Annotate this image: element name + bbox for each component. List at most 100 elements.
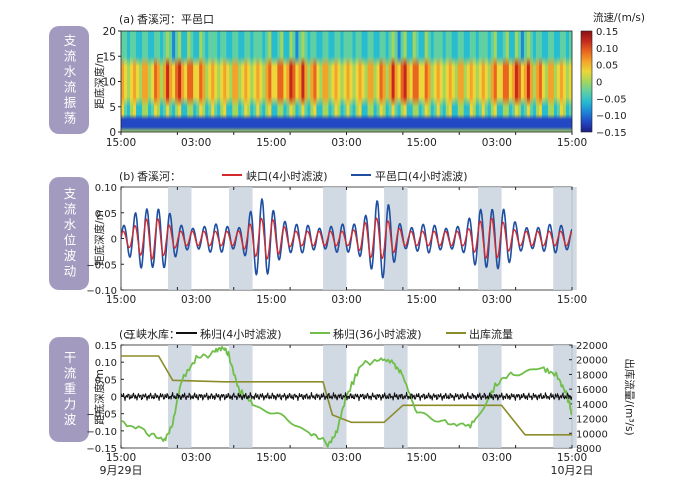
colorbar-tick-label: 0.10 bbox=[596, 44, 618, 55]
heatmap-cell bbox=[445, 31, 450, 132]
heatmap-cell bbox=[343, 31, 348, 132]
heatmap-cell bbox=[346, 31, 351, 132]
panel-b-xtick-label: 15:00 bbox=[106, 294, 136, 306]
heatmap-cell bbox=[337, 31, 342, 132]
heatmap-cell bbox=[556, 31, 561, 132]
side-tab-gravity: 干流重力波 bbox=[49, 337, 89, 442]
panel-a-xtick-label: 15:00 bbox=[256, 137, 286, 149]
panel-c-legend-4h: 秭归(4小时滤波) bbox=[200, 327, 282, 341]
heatmap-cell bbox=[187, 31, 191, 132]
heatmap-cell bbox=[229, 31, 233, 132]
heatmap-cell bbox=[169, 31, 173, 132]
panel-a-xtick-label: 03:00 bbox=[181, 137, 211, 149]
heatmap-cell bbox=[427, 31, 432, 132]
heatmap-cell bbox=[127, 31, 131, 132]
heatmap-cell bbox=[385, 31, 390, 132]
heatmap-cell bbox=[451, 31, 456, 132]
heatmap-cell bbox=[211, 31, 215, 132]
colorbar-title: 流速/(m/s) bbox=[593, 11, 645, 24]
heatmap-cell bbox=[133, 31, 137, 132]
heatmap-cell bbox=[418, 31, 423, 132]
heatmap-cell bbox=[235, 31, 239, 132]
heatmap-cell bbox=[529, 31, 534, 132]
heatmap-cell bbox=[301, 31, 306, 132]
heatmap-cell bbox=[400, 31, 405, 132]
panel-c-xtick-label: 03:00 bbox=[482, 452, 512, 464]
colorbar-tick-label: −0.05 bbox=[596, 94, 627, 105]
heatmap-cell bbox=[292, 31, 296, 132]
panel-c-xtick-label: 15:00 bbox=[557, 452, 587, 464]
panel-c-right-ytick-label: 14000 bbox=[576, 400, 608, 411]
heatmap-cell bbox=[316, 31, 321, 132]
heatmap-cell bbox=[280, 31, 284, 132]
heatmap-cell bbox=[295, 31, 299, 132]
panel-c-xtick-label: 15:00 bbox=[407, 452, 437, 464]
heatmap-cell bbox=[226, 31, 230, 132]
panel-c-title: 三峡水库： bbox=[125, 327, 180, 341]
heatmap-cell bbox=[172, 31, 176, 132]
heatmap-cell bbox=[439, 31, 444, 132]
heatmap-cell bbox=[142, 31, 146, 132]
panel-c-ytick-label: −0.10 bbox=[86, 427, 117, 438]
colorbar-tick-label: −0.10 bbox=[596, 111, 627, 122]
panel-a-ylabel: 距底深度/m bbox=[93, 53, 106, 109]
heatmap-cell bbox=[421, 31, 426, 132]
heatmap-cell bbox=[157, 31, 161, 132]
heatmap-cell bbox=[364, 31, 369, 132]
panel-a-xtick-label: 15:00 bbox=[407, 137, 437, 149]
heatmap-cell bbox=[160, 31, 164, 132]
heatmap-cell bbox=[469, 31, 474, 132]
heatmap-cell bbox=[562, 31, 567, 132]
panel-a-ytick-label: 20 bbox=[103, 26, 116, 38]
panel-b-xtick-label: 15:00 bbox=[256, 294, 286, 306]
panel-c-date-start: 9月29日 bbox=[100, 464, 143, 477]
heatmap-cell bbox=[496, 31, 501, 132]
heatmap-cell bbox=[550, 31, 555, 132]
heatmap-cell bbox=[247, 31, 251, 132]
heatmap-cell bbox=[514, 31, 519, 132]
panel-b-shade-band bbox=[167, 187, 192, 290]
panel-a-title: 香溪河：平邑口 bbox=[137, 13, 214, 26]
panel-b-shade-band bbox=[553, 187, 577, 290]
heatmap-cell bbox=[367, 31, 372, 132]
heatmap-cell bbox=[481, 31, 486, 132]
heatmap-cell bbox=[559, 31, 564, 132]
heatmap-cell bbox=[262, 31, 266, 132]
panel-b-xtick-label: 15:00 bbox=[557, 294, 587, 306]
heatmap-cell bbox=[379, 31, 384, 132]
heatmap-group bbox=[121, 31, 572, 132]
heatmap-cell bbox=[391, 31, 396, 132]
panel-c-ytick-label: −0.05 bbox=[86, 410, 117, 421]
panel-c-right-ytick-label: 16000 bbox=[576, 385, 608, 396]
heatmap-cell bbox=[181, 31, 185, 132]
heatmap-cell bbox=[538, 31, 543, 132]
side-tab-oscillation-label: 支流水流振荡 bbox=[61, 33, 77, 127]
colorbar-tick-label: −0.15 bbox=[596, 128, 627, 139]
heatmap-cell bbox=[349, 31, 354, 132]
heatmap-cell bbox=[319, 31, 324, 132]
heatmap-cell bbox=[208, 31, 212, 132]
panel-c-legend-36h: 秭归(36小时滤波) bbox=[333, 327, 422, 341]
colorbar-tick-label: 0 bbox=[596, 78, 602, 89]
panel-c-right-ytick-label: 12000 bbox=[576, 415, 608, 426]
heatmap-cell bbox=[490, 31, 495, 132]
heatmap-cell bbox=[253, 31, 257, 132]
heatmap-cell bbox=[544, 31, 549, 132]
panel-c-right-ytick-label: 18000 bbox=[576, 370, 608, 381]
heatmap-cell bbox=[406, 31, 411, 132]
heatmap-cell bbox=[286, 31, 290, 132]
heatmap-cell bbox=[475, 31, 480, 132]
heatmap-cell bbox=[373, 31, 378, 132]
heatmap-cell bbox=[520, 31, 525, 132]
heatmap-cell bbox=[484, 31, 489, 132]
heatmap-cell bbox=[163, 31, 167, 132]
panel-c-xtick-label: 15:00 bbox=[256, 452, 286, 464]
heatmap-cell bbox=[499, 31, 504, 132]
panel-b-ylabel: 距底深度/m bbox=[93, 210, 106, 266]
panel-b-ytick-label: 0.05 bbox=[95, 209, 117, 220]
heatmap-cell bbox=[238, 31, 242, 132]
heatmap-cell bbox=[259, 31, 263, 132]
panel-a-ytick-label: 5 bbox=[109, 102, 116, 114]
heatmap-cell bbox=[310, 31, 315, 132]
heatmap-cell bbox=[322, 31, 327, 132]
